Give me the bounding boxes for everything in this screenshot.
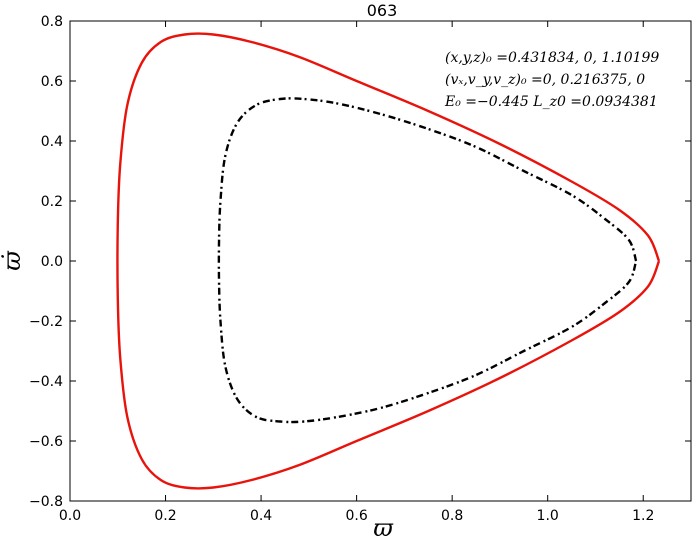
inner-dashed-curve (217, 97, 638, 424)
x-tick-label: 0.0 (59, 508, 81, 524)
annotation-box: (x,y,z)₀ =0.431834, 0, 1.10199 (vₓ,v_y,v… (444, 50, 659, 110)
x-tick-label: 1.2 (632, 508, 654, 524)
outer-solid-curve (116, 32, 661, 490)
x-axis-ticks: 0.0 0.2 0.4 0.6 0.8 1.0 1.2 (59, 21, 654, 524)
y-tick-label: −0.2 (29, 314, 63, 330)
annotation-position: (x,y,z)₀ =0.431834, 0, 1.10199 (445, 50, 659, 66)
x-tick-label: 0.6 (345, 508, 367, 524)
y-tick-label: 0.0 (41, 254, 63, 270)
x-tick-label: 0.8 (441, 508, 463, 524)
x-tick-label: 0.2 (154, 508, 176, 524)
y-tick-label: −0.8 (29, 494, 63, 510)
x-tick-label: 0.4 (250, 508, 272, 524)
series-layer (116, 32, 661, 490)
annotation-energy: E₀ =−0.445 L_z0 =0.0934381 (444, 94, 658, 110)
y-tick-label: 0.6 (41, 74, 63, 90)
y-tick-label: 0.4 (41, 134, 63, 150)
x-axis-label: ϖ (373, 514, 394, 539)
annotation-velocity: (vₓ,v_y,v_z)₀ =0, 0.216375, 0 (445, 72, 645, 88)
y-tick-label: 0.2 (41, 194, 63, 210)
y-tick-label: 0.8 (41, 14, 63, 30)
plot-frame (69, 20, 692, 502)
y-axis-label: ϖ̇ (0, 250, 26, 271)
y-tick-label: −0.6 (29, 434, 63, 450)
y-axis-ticks: 0.8 0.6 0.4 0.2 0.0 −0.2 −0.4 −0.6 −0.8 (29, 14, 691, 510)
x-tick-label: 1.0 (537, 508, 559, 524)
y-tick-label: −0.4 (29, 374, 63, 390)
chart-title: 063 (367, 1, 398, 20)
